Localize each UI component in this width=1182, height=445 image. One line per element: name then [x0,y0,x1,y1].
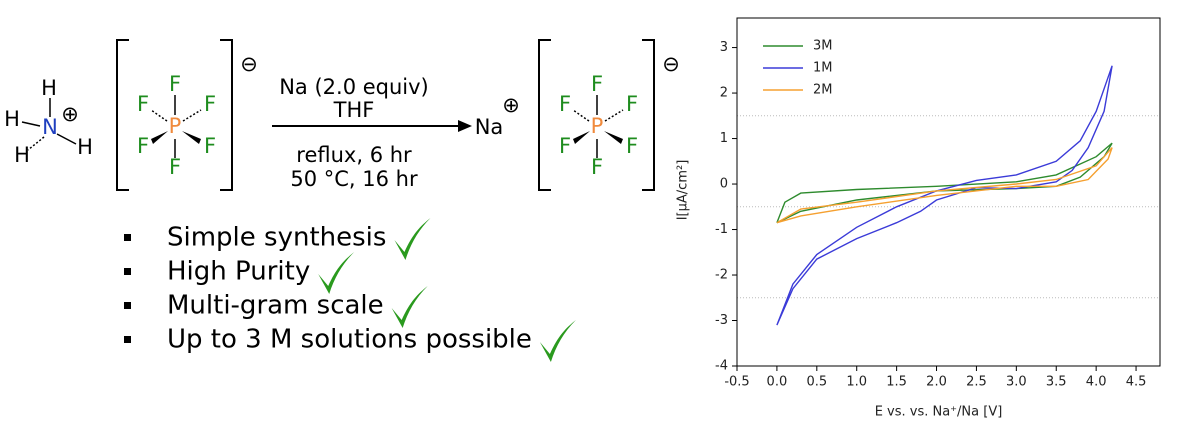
bracket [538,39,551,191]
atom: F [559,134,571,158]
checkmark [539,320,576,362]
wedge [182,131,201,144]
x-tick-label: -0.5 [724,375,749,390]
atom: F [137,134,149,158]
atom: F [559,92,571,116]
bond [182,109,202,122]
x-tick-label: 3.0 [1006,375,1027,390]
y-tick-label: -1 [715,222,728,237]
series-line [776,65,1113,326]
charge: ⊖ [240,52,258,76]
wedge [151,131,168,144]
bond [604,109,624,122]
atom: Na [475,115,504,139]
y-tick-label: 1 [720,131,728,146]
x-tick-label: 0.0 [767,375,788,390]
charge: ⊕ [61,102,79,126]
legend-label: 1M [813,61,833,76]
bullet-text: Simple synthesis [167,223,386,253]
x-tick-label: 1.0 [846,375,867,390]
atom: H [77,135,93,159]
atom: F [591,72,603,96]
x-tick-label: 2.0 [926,375,947,390]
atom: F [591,155,603,179]
anions: FFF FF FP⊖FFF FF FP⊖ [116,39,680,191]
x-tick-label: 1.5 [886,375,907,390]
bullet [124,302,131,309]
atom: F [626,92,638,116]
atom: F [626,134,638,158]
condition: 50 °C, 16 hr [290,167,418,191]
bond [150,109,168,122]
charge: ⊕ [502,93,520,117]
y-tick-label: -3 [715,313,728,328]
arrow-head [458,120,472,132]
bullet-text: High Purity [167,257,310,287]
bullet-text: Multi-gram scale [167,291,384,321]
atom: F [169,72,181,96]
condition: reflux, 6 hr [296,143,412,167]
bracket [220,39,233,191]
condition: Na (2.0 equiv) [279,75,429,99]
wedge [604,131,623,144]
atom: H [4,107,20,131]
y-tick-label: -4 [715,359,728,374]
atom: H [41,76,57,100]
x-tick-label: 4.5 [1126,375,1147,390]
atom: H [14,143,30,167]
bond [572,109,590,122]
atom: F [137,92,149,116]
y-tick-label: 3 [720,40,728,55]
bullet-list: Simple synthesis High Purity Multi-gram sc… [124,218,576,362]
checkmark [391,286,428,328]
checkmark [394,218,431,260]
y-tick-label: 2 [720,86,728,101]
y-tick-label: 0 [720,177,728,192]
atom: P [591,114,604,138]
checkmark [318,252,355,294]
y-tick-label: -2 [715,268,728,283]
wedge [573,131,590,144]
x-tick-label: 4.0 [1086,375,1107,390]
atom: F [204,92,216,116]
bullet [124,234,131,241]
bracket [116,39,129,191]
bullet [124,268,131,275]
x-axis-label: E vs. vs. Na⁺/Na [V] [875,405,1003,420]
plot-frame [736,17,1161,367]
bullet [124,336,131,343]
atom: F [169,155,181,179]
bracket [642,39,655,191]
bonds [21,98,77,151]
x-tick-label: 3.5 [1046,375,1067,390]
legend-label: 2M [813,83,833,98]
series-line [776,142,1113,224]
atom: F [204,134,216,158]
legend-label: 3M [813,39,833,54]
bullet-text: Up to 3 M solutions possible [167,325,532,355]
atom: P [169,114,182,138]
x-tick-label: 0.5 [806,375,827,390]
condition: THF [333,98,375,122]
y-axis-label: I[µA/cm²] [676,160,691,221]
atom: N [42,115,58,139]
charge: ⊖ [662,52,680,76]
chart: -0.5 0.0 0.5 1.0 1.5 2.0 2.5 3.0 3.5 4.0 4.5 -4 -3 -2… [676,17,1161,420]
series-line [776,147,1113,224]
x-tick-label: 2.5 [966,375,987,390]
